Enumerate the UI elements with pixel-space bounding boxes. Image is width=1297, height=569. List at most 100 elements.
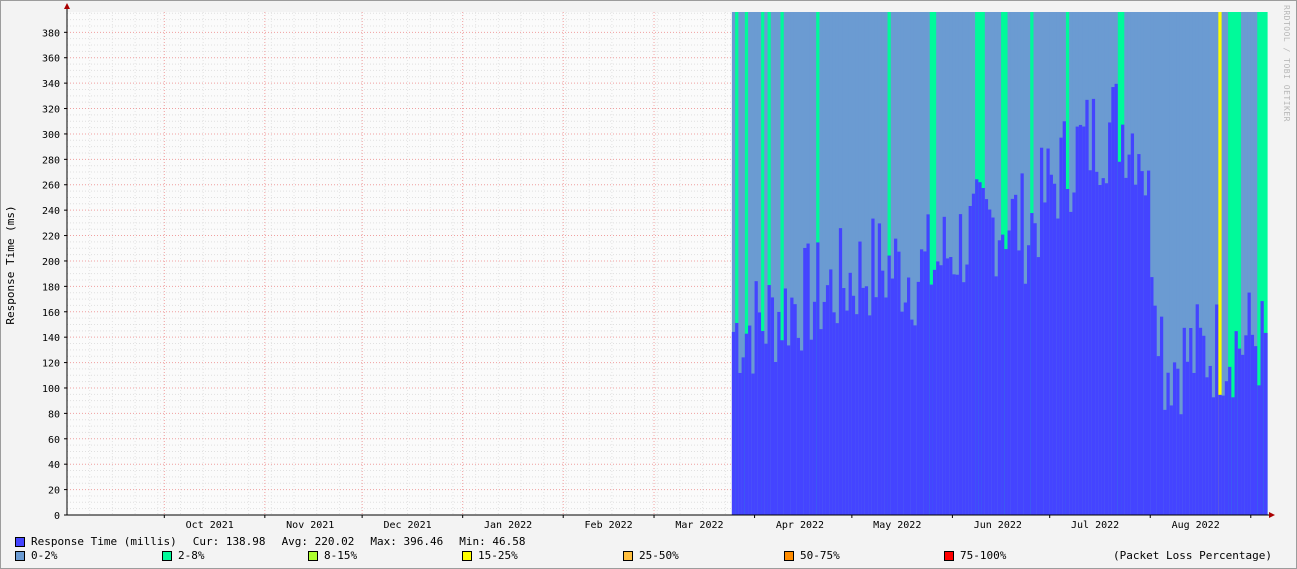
response-bar <box>838 228 843 516</box>
response-bar <box>1104 183 1109 515</box>
y-tick-label: 280 <box>42 155 60 166</box>
loss-band-bar <box>874 12 879 515</box>
y-tick-label: 80 <box>48 409 60 420</box>
response-bar <box>936 261 941 515</box>
loss-band-bar <box>832 12 837 515</box>
x-tick-label: Jun 2022 <box>974 520 1022 531</box>
loss-band-bar <box>1224 12 1229 515</box>
response-bar <box>848 272 853 515</box>
loss-band-bar <box>848 12 853 515</box>
x-tick-label: May 2022 <box>873 520 921 531</box>
response-bar <box>1237 348 1242 515</box>
y-tick-label: 160 <box>42 308 60 319</box>
y-tick-labels: 0 20 40 60 80 100 120 140 160 180 200 220 240 260 280 3… <box>42 28 67 522</box>
response-bar <box>1163 409 1168 515</box>
loss-band-bar <box>1179 12 1184 515</box>
response-bar <box>1033 223 1038 515</box>
response-bar <box>1198 327 1203 515</box>
response-bar <box>861 287 866 515</box>
response-bar <box>1211 397 1216 515</box>
loss-band-bar <box>1244 12 1249 515</box>
response-bar <box>1218 394 1223 515</box>
response-bar <box>871 218 876 516</box>
response-bar <box>1208 365 1213 515</box>
x-tick-label: Oct 2021 <box>186 520 234 531</box>
response-bar <box>1010 198 1015 515</box>
loss-band-bar <box>1023 12 1028 515</box>
loss-band-bar <box>793 12 798 515</box>
response-bar <box>1056 218 1061 515</box>
response-bar <box>958 214 963 515</box>
loss-band-bar <box>910 12 915 515</box>
response-bar <box>984 199 989 515</box>
loss-band-bar <box>939 12 944 515</box>
loss-band-bar <box>903 12 908 515</box>
x-tick-label: Dec 2021 <box>383 520 431 531</box>
response-bar <box>803 247 808 515</box>
response-bar <box>1260 301 1265 515</box>
y-tick-label: 240 <box>42 206 60 217</box>
loss-band-bar <box>1247 12 1252 515</box>
loss-band-bar <box>787 12 791 515</box>
response-bar <box>1140 171 1145 516</box>
x-tick-label: Apr 2022 <box>776 520 824 531</box>
loss-band-bar <box>916 12 921 515</box>
loss-band-bar <box>1257 12 1262 515</box>
response-bar <box>806 243 811 515</box>
response-bar <box>757 312 762 515</box>
loss-band-bar <box>822 12 827 515</box>
y-tick-label: 120 <box>42 359 60 370</box>
response-bar <box>1001 234 1005 516</box>
response-bar <box>1143 195 1148 516</box>
response-bar <box>1150 277 1155 515</box>
loss-band-bar <box>796 12 801 515</box>
response-bar <box>1117 161 1122 515</box>
response-bar <box>1036 257 1041 515</box>
response-bar <box>1254 346 1258 515</box>
response-bar <box>770 297 775 515</box>
x-tick-label: Mar 2022 <box>675 520 723 531</box>
loss-band-bar <box>962 12 966 515</box>
loss-band-bar <box>1169 12 1174 515</box>
loss-band-bar <box>868 12 872 515</box>
response-bar <box>1234 331 1239 515</box>
loss-band-bar <box>1198 12 1203 515</box>
loss-band-bar <box>952 12 957 515</box>
response-bar <box>761 331 765 515</box>
response-bar <box>845 310 850 515</box>
response-bar <box>787 345 791 515</box>
response-bar <box>780 340 785 515</box>
loss-band-bar <box>1260 12 1265 515</box>
response-bar <box>1231 397 1236 515</box>
x-tick-label: Nov 2021 <box>286 520 334 531</box>
loss-band-bar <box>955 12 960 515</box>
loss-band-bar <box>1263 12 1268 515</box>
loss-band-bar <box>819 12 824 515</box>
loss-band-bar <box>881 12 885 515</box>
response-bar <box>1134 184 1138 515</box>
response-bar <box>988 209 992 515</box>
loss-band-bar <box>1192 12 1197 515</box>
y-tick-label: 40 <box>48 460 60 471</box>
response-bar <box>978 182 983 515</box>
loss-band-bar <box>1166 12 1171 515</box>
loss-band-bar <box>809 12 814 515</box>
response-bar <box>793 304 798 515</box>
response-bar <box>907 277 911 515</box>
loss-band-bar <box>1159 12 1164 515</box>
response-bar <box>1147 170 1151 515</box>
response-bar <box>1195 304 1200 515</box>
loss-band-bar <box>884 12 889 515</box>
data-bars <box>731 12 1268 516</box>
response-bar <box>1108 122 1112 516</box>
response-bar <box>1049 174 1054 516</box>
response-bar <box>832 312 837 515</box>
loss-band-bar <box>1172 12 1177 515</box>
response-bar <box>731 331 736 515</box>
loss-band-bar <box>1202 12 1206 515</box>
loss-band-bar <box>735 12 739 515</box>
response-bar <box>997 240 1002 515</box>
loss-band-bar <box>994 12 999 515</box>
response-bar <box>864 286 869 515</box>
loss-band-bar <box>1189 12 1194 515</box>
